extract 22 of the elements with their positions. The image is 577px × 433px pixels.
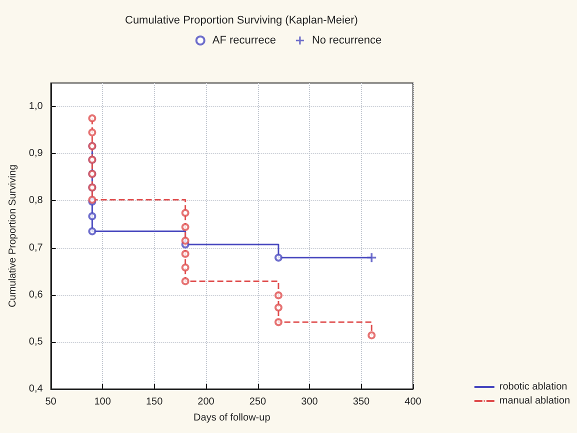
x-tick-label: 300 [301, 396, 318, 408]
x-tick-label: 250 [249, 396, 267, 408]
legend-label: No recurrence [312, 34, 382, 46]
x-tick-label: 150 [146, 396, 164, 408]
x-tick-label: 100 [94, 396, 112, 408]
x-tick-label: 350 [352, 396, 370, 408]
y-tick-label: 0,6 [28, 289, 44, 300]
x-tick-label: 50 [45, 396, 57, 408]
y-tick-label: 0,8 [28, 195, 44, 206]
legend-label: robotic ablation [499, 382, 568, 392]
x-axis-title: Days of follow-up [194, 412, 271, 424]
legend-label: AF recurrece [212, 34, 276, 46]
y-tick-label: 1,0 [28, 101, 44, 112]
legend-label: manual ablation [499, 396, 570, 406]
x-tick-label: 200 [198, 396, 215, 408]
y-tick-label: 0,5 [28, 336, 44, 348]
chart-title: Cumulative Proportion Surviving (Kaplan-Meier) [125, 14, 358, 26]
y-tick-label: 0,4 [28, 384, 44, 394]
y-tick-label: 0,7 [28, 242, 44, 254]
x-tick-label: 400 [404, 396, 422, 408]
y-axis-title: Cumulative Proportion Surviving [8, 164, 18, 308]
y-tick-label: 0,9 [28, 148, 44, 160]
